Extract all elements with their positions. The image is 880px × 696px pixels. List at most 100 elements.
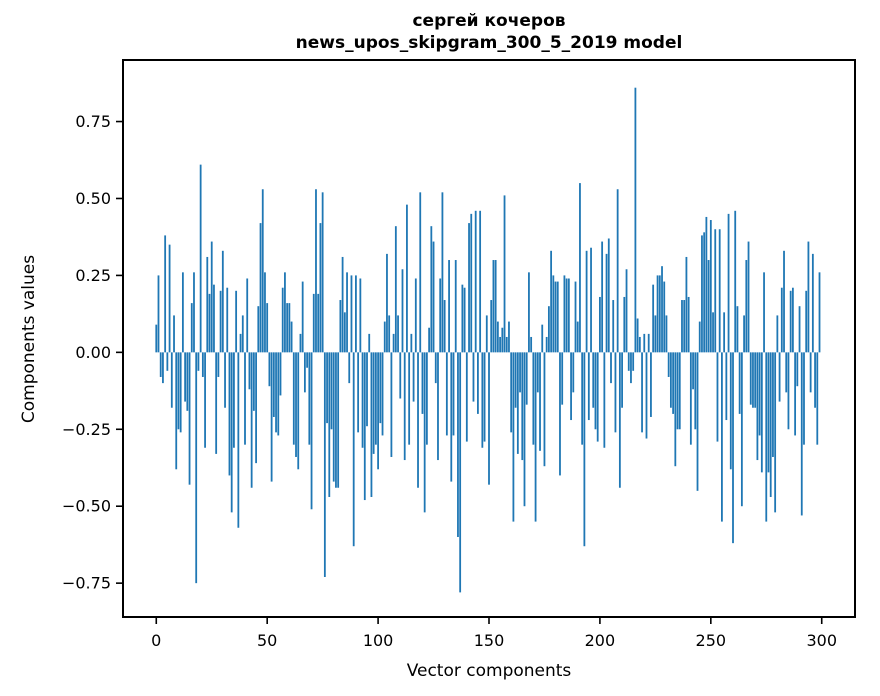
bar: [210, 241, 213, 353]
bar: [585, 250, 588, 353]
bar: [224, 352, 226, 408]
bar: [221, 250, 224, 353]
bar: [472, 352, 475, 402]
bar: [397, 315, 399, 353]
bar: [157, 275, 160, 353]
bar: [335, 352, 337, 488]
bar: [765, 352, 768, 522]
bar: [195, 352, 198, 584]
bar: [179, 352, 182, 433]
bar: [811, 253, 814, 353]
bar: [459, 352, 462, 593]
bar: [468, 223, 470, 353]
x-tick-label: 100: [363, 631, 394, 650]
bar: [199, 164, 202, 353]
bar: [745, 260, 748, 353]
bar: [279, 352, 282, 396]
bar: [694, 352, 697, 430]
bar: [204, 352, 206, 448]
bar: [321, 192, 324, 353]
bar: [791, 287, 794, 353]
bar: [246, 278, 249, 353]
bar: [774, 352, 777, 513]
bar: [237, 352, 240, 528]
bar: [581, 352, 584, 445]
bar: [718, 229, 721, 353]
bar: [310, 352, 313, 510]
bar: [301, 281, 304, 353]
bar: [805, 290, 808, 353]
bar: [747, 241, 750, 353]
bar: [758, 352, 761, 436]
bar: [738, 352, 741, 414]
bar: [508, 321, 510, 353]
bar: [403, 352, 406, 461]
bar: [445, 352, 448, 436]
bar: [330, 352, 333, 430]
bar: [315, 189, 317, 353]
bar: [259, 223, 262, 353]
bar: [514, 352, 517, 408]
bar: [785, 352, 788, 393]
bar: [275, 352, 277, 433]
bar: [525, 352, 528, 405]
bar: [707, 260, 710, 353]
bar: [425, 352, 428, 445]
bar: [461, 284, 464, 353]
bar: [630, 352, 632, 384]
bar: [667, 352, 670, 377]
bar: [818, 272, 821, 353]
bar: [485, 315, 488, 353]
bar: [590, 247, 592, 353]
bar: [752, 352, 754, 408]
bar: [208, 293, 211, 353]
bar: [326, 352, 328, 424]
y-tick-label: −0.75: [62, 574, 111, 593]
bar: [634, 87, 637, 353]
bar: [789, 290, 792, 353]
bar: [787, 352, 790, 430]
ticks-group: 0 50 100 150 200 250 300 0.75 0.50 0.25 0.00 −0.25 −…: [62, 112, 837, 650]
chart-title: сергей кочеров: [412, 11, 565, 31]
bar: [186, 352, 189, 411]
bar: [767, 352, 770, 473]
bar: [193, 272, 195, 353]
bar: [306, 352, 309, 368]
bar: [450, 352, 453, 482]
bar: [574, 281, 577, 353]
bar: [432, 241, 435, 353]
bar: [539, 352, 541, 451]
bar: [643, 333, 646, 353]
bar: [734, 210, 737, 353]
bar: [552, 275, 555, 353]
bar: [754, 352, 757, 408]
bar: [652, 284, 655, 353]
bar: [390, 352, 393, 457]
bar: [359, 278, 362, 353]
bar: [465, 352, 468, 442]
bar: [268, 352, 271, 387]
bar: [610, 352, 612, 384]
bar: [190, 303, 193, 353]
bar: [233, 352, 235, 448]
bar: [248, 352, 251, 390]
bar: [614, 352, 617, 433]
bar: [618, 352, 621, 488]
bar: [550, 250, 553, 353]
bar: [421, 352, 424, 414]
bar: [698, 321, 701, 353]
bar: [361, 352, 364, 448]
bar: [783, 250, 785, 353]
bar: [337, 352, 340, 488]
bar: [501, 327, 504, 353]
bar: [534, 352, 537, 522]
y-tick-label: 0.25: [75, 266, 111, 285]
bar: [201, 352, 204, 377]
bar: [663, 281, 666, 353]
bar: [288, 303, 291, 353]
bar: [687, 296, 690, 353]
bar: [654, 315, 657, 353]
bar: [392, 333, 395, 353]
